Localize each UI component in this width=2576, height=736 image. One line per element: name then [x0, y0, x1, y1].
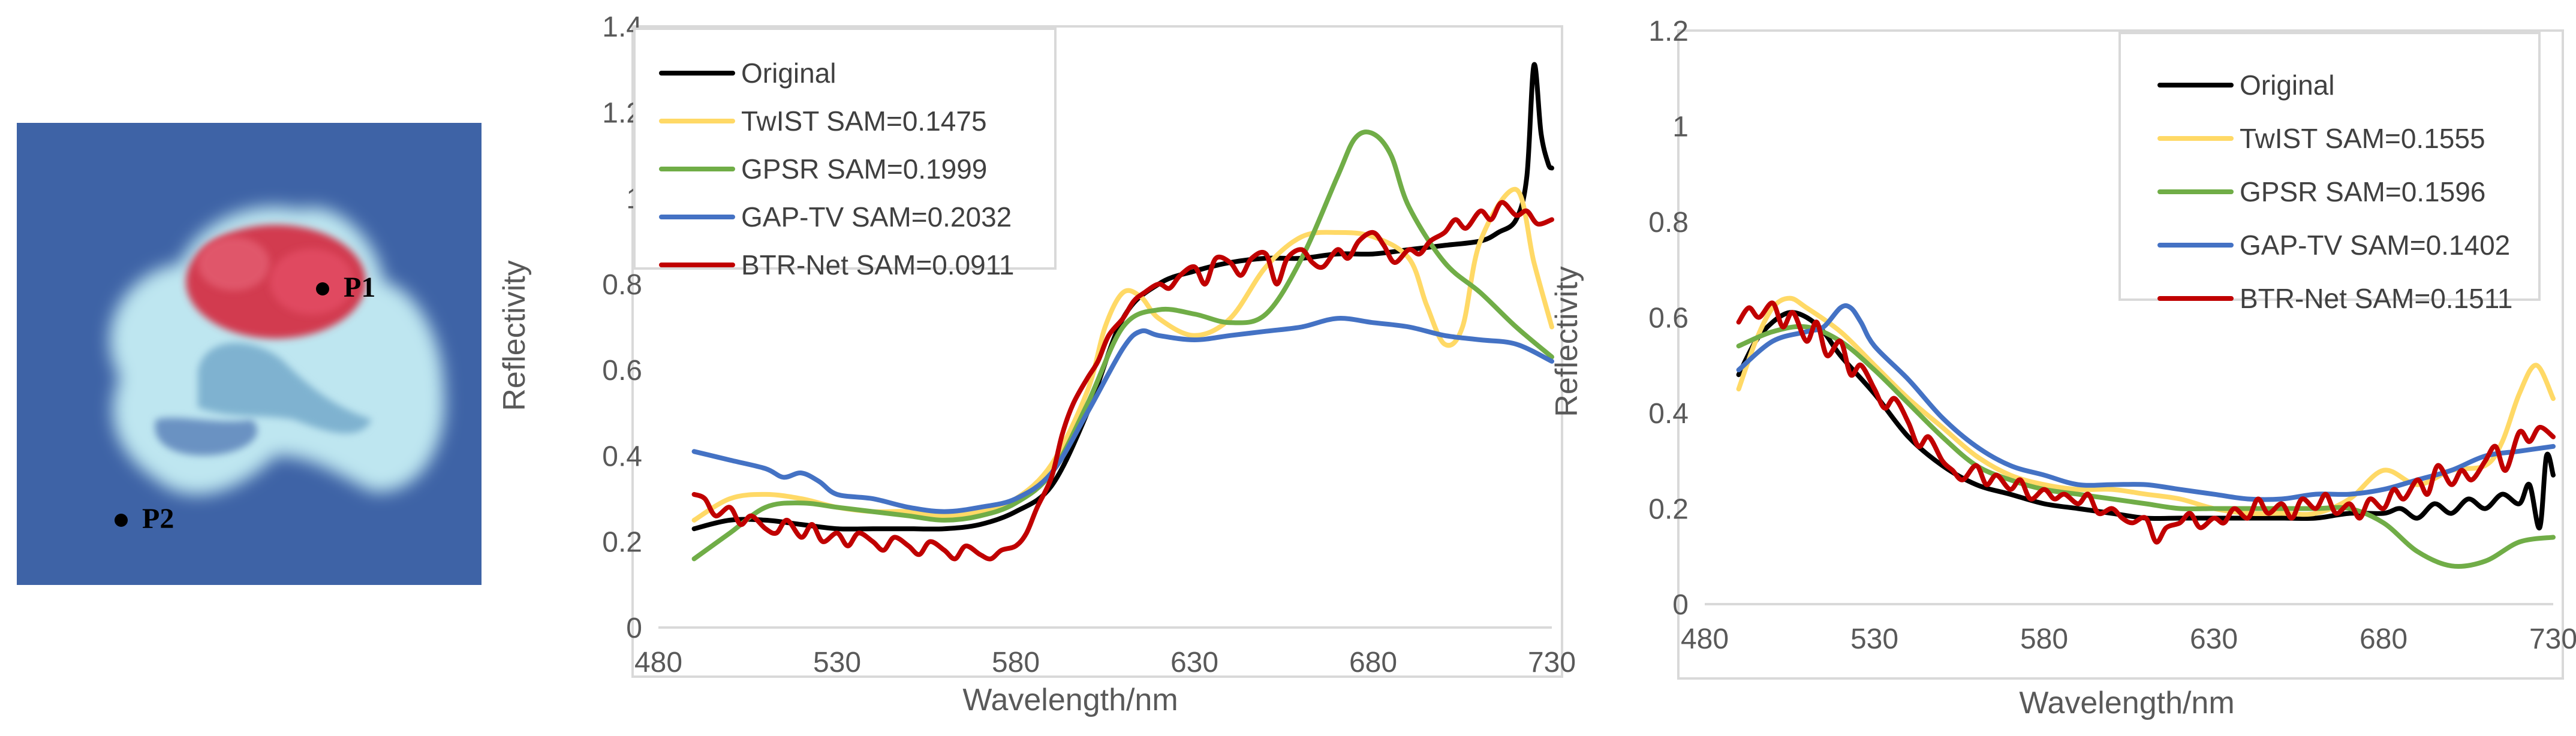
- marker-p1-label: P1: [344, 272, 375, 303]
- legend-label: TwIST SAM=0.1555: [2240, 123, 2485, 154]
- y-axis-title: Reflectivity: [1549, 266, 1584, 417]
- x-tick-label: 480: [1681, 623, 1729, 655]
- y-tick-label: 0: [1672, 589, 1689, 621]
- marker-p2: P2: [115, 503, 174, 535]
- legend-box: [2118, 32, 2541, 301]
- x-axis-title: Wavelength/nm: [962, 683, 1178, 717]
- x-axis-title: Wavelength/nm: [2019, 686, 2234, 720]
- marker-p1: P1: [316, 272, 375, 303]
- series-line-gpsr: [1736, 324, 2556, 569]
- x-tick-label: 630: [2190, 623, 2238, 655]
- series-line-gpsr: [691, 129, 1554, 562]
- y-tick-label: 0.4: [1648, 398, 1689, 430]
- y-tick-label: 0.8: [1648, 207, 1689, 239]
- marker-p2-label: P2: [142, 503, 174, 535]
- legend-label: Original: [2240, 70, 2335, 101]
- chart-frame: [1677, 29, 2564, 680]
- y-tick-label: 0: [626, 613, 642, 644]
- series-line-original: [691, 62, 1554, 532]
- chart-p2: 0 0.2 0.4 0.6 0.8 1 1.2 480 530 580 630 680 730 Refle…: [1549, 16, 2576, 720]
- x-tick-label: 480: [634, 647, 682, 678]
- y-tick-label: 0.6: [602, 355, 642, 387]
- y-axis-title: Reflectivity: [497, 260, 532, 411]
- x-tick-label: 680: [1349, 647, 1397, 678]
- y-tick-label: 0.4: [602, 441, 642, 472]
- legend-label: BTR-Net SAM=0.0911: [741, 249, 1015, 280]
- chart-p1: 00.20.40.60.811.21.4480530580630680730Re…: [497, 11, 1576, 717]
- legend-label: GAP-TV SAM=0.2032: [741, 201, 1012, 233]
- legend: Original TwIST SAM=0.1555 GPSR SAM=0.1596 G…: [2118, 32, 2541, 314]
- marker-p1-dot: [316, 282, 329, 295]
- x-tick-label: 530: [813, 647, 861, 678]
- x-tick-label: 730: [2529, 623, 2576, 655]
- legend-label: BTR-Net SAM=0.1511: [2240, 283, 2513, 314]
- legend-label: GAP-TV SAM=0.1402: [2240, 230, 2510, 261]
- x-tick-label: 530: [1850, 623, 1898, 655]
- series-line-gap-tv: [691, 316, 1554, 514]
- series-line-btr-net: [691, 200, 1554, 562]
- y-tick-label: 0.2: [602, 527, 642, 559]
- legend-label: GPSR SAM=0.1596: [2240, 176, 2485, 207]
- x-tick-label: 580: [992, 647, 1040, 678]
- chart-frame: [631, 25, 1563, 678]
- x-tick-label: 730: [1528, 647, 1576, 678]
- x-tick-label: 630: [1170, 647, 1218, 678]
- marker-p2-dot: [115, 514, 128, 527]
- legend-label: Original: [741, 58, 836, 89]
- legend-label: TwIST SAM=0.1475: [741, 105, 987, 137]
- y-tick-label: 0.6: [1648, 303, 1689, 334]
- legend-box: [633, 28, 1057, 270]
- legend: Original TwIST SAM=0.1475 GPSR SAM=0.1999 G…: [633, 28, 1057, 280]
- x-tick-label: 580: [2020, 623, 2068, 655]
- hyperspectral-image-panel: P1 P2: [17, 123, 482, 585]
- y-tick-label: 1.2: [1648, 16, 1689, 47]
- leaf-object: [110, 206, 445, 495]
- y-tick-label: 0.8: [602, 269, 642, 301]
- y-tick-label: 0.2: [1648, 494, 1689, 526]
- y-tick-label: 1: [1672, 111, 1689, 143]
- x-tick-label: 680: [2360, 623, 2408, 655]
- legend-label: GPSR SAM=0.1999: [741, 153, 987, 185]
- series-line-btr-net: [1736, 300, 2556, 545]
- series-line-gap-tv: [1736, 303, 2556, 502]
